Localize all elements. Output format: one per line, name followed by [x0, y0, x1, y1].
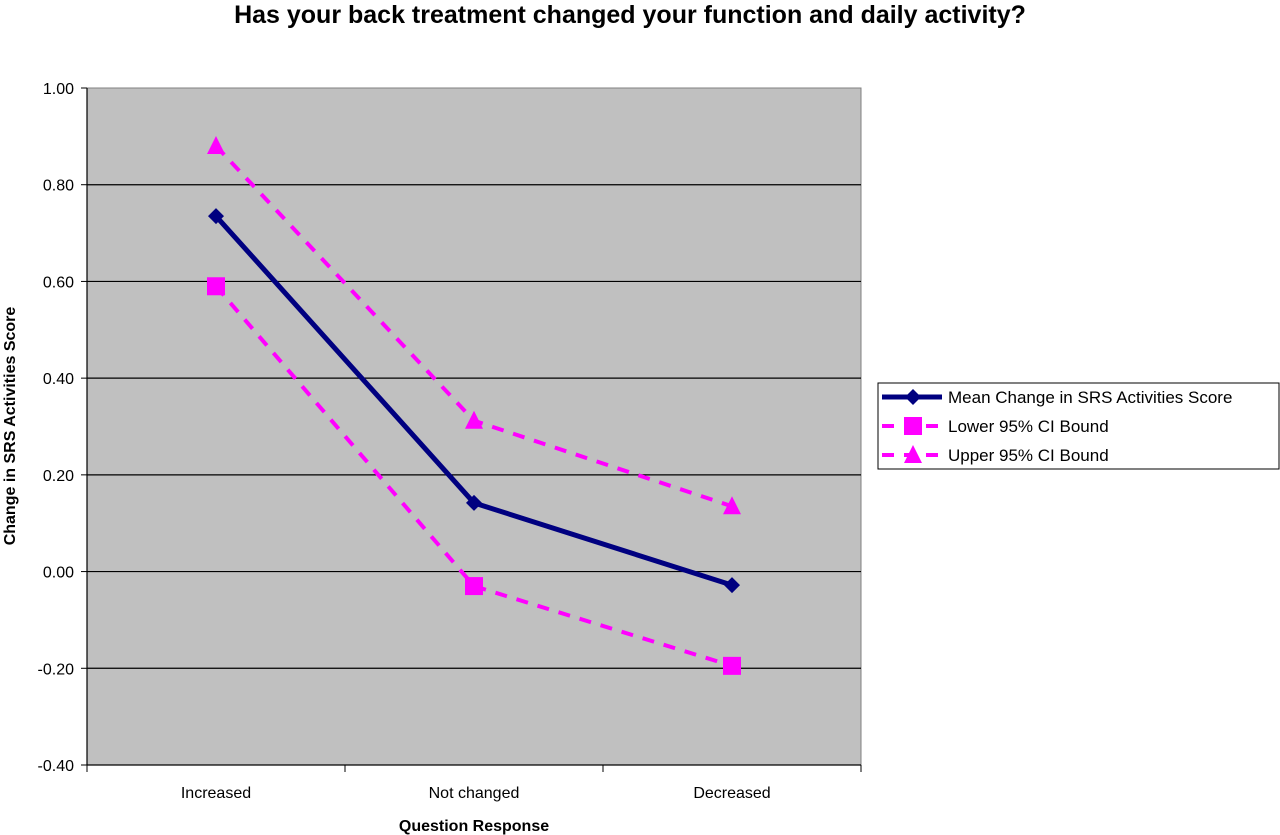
legend-item: Mean Change in SRS Activities Score — [882, 388, 1232, 407]
y-tick-label: 0.60 — [43, 274, 74, 291]
y-tick-label: -0.40 — [38, 758, 75, 775]
data-point — [208, 208, 224, 225]
legend-label: Lower 95% CI Bound — [948, 417, 1109, 436]
y-tick-label: 0.20 — [43, 468, 74, 485]
data-point — [207, 136, 225, 155]
data-point — [723, 656, 741, 675]
chart-title: Has your back treatment changed your fun… — [234, 1, 1026, 29]
data-point — [465, 410, 483, 429]
x-tick-label: Decreased — [693, 785, 770, 802]
data-point — [207, 277, 225, 296]
y-tick-label: 1.00 — [43, 81, 74, 98]
legend: Mean Change in SRS Activities Score Lower… — [877, 382, 1280, 470]
legend-item: Upper 95% CI Bound — [882, 445, 1109, 465]
y-tick-label: 0.00 — [43, 565, 74, 582]
y-tick-label: 0.80 — [43, 178, 74, 195]
series-0 — [208, 208, 740, 594]
x-axis-title: Question Response — [399, 818, 549, 835]
legend-item: Lower 95% CI Bound — [882, 417, 1109, 436]
data-point — [465, 577, 483, 596]
legend-label: Mean Change in SRS Activities Score — [948, 388, 1232, 407]
y-tick-label: 0.40 — [43, 371, 74, 388]
series-1 — [207, 277, 741, 675]
legend-marker — [905, 389, 921, 405]
axes: 1.00 0.80 0.60 0.40 0.20 0.00 -0.20 -0.40 Increa… — [38, 81, 862, 802]
legend-box — [877, 382, 1280, 470]
y-tick-label: -0.20 — [38, 661, 75, 678]
data-point — [724, 577, 740, 594]
legend-marker — [904, 445, 922, 463]
series-layer — [207, 136, 741, 675]
y-axis-title: Change in SRS Activities Score — [2, 307, 19, 546]
legend-marker — [904, 417, 922, 435]
data-point — [466, 494, 482, 511]
x-tick-label: Increased — [181, 785, 251, 802]
series-2 — [207, 136, 741, 515]
series-line — [214, 284, 733, 668]
legend-label: Upper 95% CI Bound — [948, 446, 1109, 465]
data-point — [723, 496, 741, 515]
x-tick-label: Not changed — [429, 785, 520, 802]
